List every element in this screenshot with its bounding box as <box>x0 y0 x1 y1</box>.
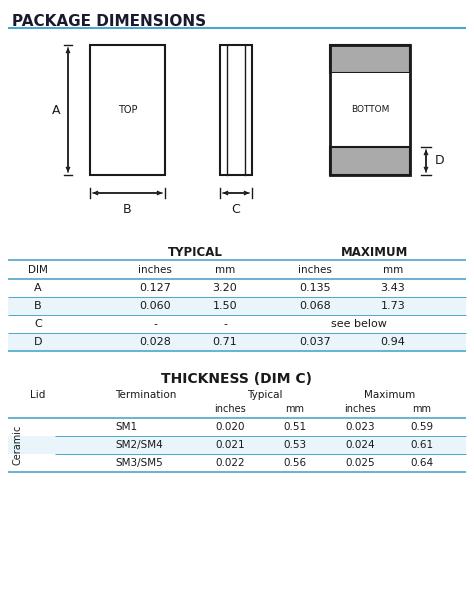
Text: 0.028: 0.028 <box>139 337 171 347</box>
Text: DIM: DIM <box>28 265 48 275</box>
Text: 0.024: 0.024 <box>345 440 375 450</box>
Text: TYPICAL: TYPICAL <box>168 246 222 259</box>
Text: 0.61: 0.61 <box>410 440 434 450</box>
Text: PACKAGE DIMENSIONS: PACKAGE DIMENSIONS <box>12 14 206 29</box>
Bar <box>8 333 466 351</box>
Text: see below: see below <box>331 319 387 329</box>
Text: 0.021: 0.021 <box>215 440 245 450</box>
Text: MAXIMUM: MAXIMUM <box>341 246 409 259</box>
Bar <box>8 279 466 297</box>
Bar <box>220 45 252 175</box>
Bar <box>8 315 466 333</box>
Text: THICKNESS (DIM C): THICKNESS (DIM C) <box>162 372 312 386</box>
Text: 0.51: 0.51 <box>283 422 307 432</box>
Text: Typical: Typical <box>247 390 283 400</box>
Text: inches: inches <box>138 265 172 275</box>
Text: 0.135: 0.135 <box>299 283 331 293</box>
Text: 1.50: 1.50 <box>213 301 237 311</box>
Text: D: D <box>435 155 445 167</box>
Text: C: C <box>34 319 42 329</box>
Bar <box>8 454 466 472</box>
Bar <box>90 45 165 175</box>
Text: A: A <box>52 104 60 116</box>
Text: 0.127: 0.127 <box>139 283 171 293</box>
Bar <box>8 418 466 436</box>
Bar <box>330 73 410 147</box>
Text: 0.94: 0.94 <box>381 337 405 347</box>
Bar <box>330 45 410 175</box>
Text: 1.73: 1.73 <box>381 301 405 311</box>
Text: mm: mm <box>412 404 431 414</box>
Text: mm: mm <box>383 265 403 275</box>
Text: B: B <box>123 203 132 216</box>
Text: A: A <box>34 283 42 293</box>
Text: 0.56: 0.56 <box>283 458 307 468</box>
Text: 3.20: 3.20 <box>213 283 237 293</box>
Text: 0.53: 0.53 <box>283 440 307 450</box>
Text: C: C <box>232 203 240 216</box>
Text: SM1: SM1 <box>115 422 137 432</box>
Text: inches: inches <box>344 404 376 414</box>
Bar <box>330 45 410 73</box>
Text: BOTTOM: BOTTOM <box>351 106 389 114</box>
Text: 3.43: 3.43 <box>381 283 405 293</box>
Text: mm: mm <box>215 265 235 275</box>
Text: SM2/SM4: SM2/SM4 <box>115 440 163 450</box>
Text: 0.060: 0.060 <box>139 301 171 311</box>
Bar <box>330 147 410 175</box>
Text: TOP: TOP <box>118 105 137 115</box>
Text: 0.068: 0.068 <box>299 301 331 311</box>
Text: Lid: Lid <box>30 390 46 400</box>
Bar <box>8 436 466 454</box>
Text: 0.020: 0.020 <box>215 422 245 432</box>
Text: inches: inches <box>214 404 246 414</box>
Text: 0.71: 0.71 <box>213 337 237 347</box>
Text: SM3/SM5: SM3/SM5 <box>115 458 163 468</box>
Text: inches: inches <box>298 265 332 275</box>
Text: 0.023: 0.023 <box>345 422 375 432</box>
Text: -: - <box>223 319 227 329</box>
Text: Ceramic: Ceramic <box>13 425 23 465</box>
Text: 0.022: 0.022 <box>215 458 245 468</box>
Text: -: - <box>153 319 157 329</box>
Text: 0.59: 0.59 <box>410 422 434 432</box>
Text: mm: mm <box>285 404 304 414</box>
Text: D: D <box>34 337 42 347</box>
Text: B: B <box>34 301 42 311</box>
Text: 0.025: 0.025 <box>345 458 375 468</box>
Text: Termination: Termination <box>115 390 176 400</box>
Bar <box>8 297 466 315</box>
Text: 0.037: 0.037 <box>299 337 331 347</box>
Text: 0.64: 0.64 <box>410 458 434 468</box>
Text: Maximum: Maximum <box>365 390 416 400</box>
